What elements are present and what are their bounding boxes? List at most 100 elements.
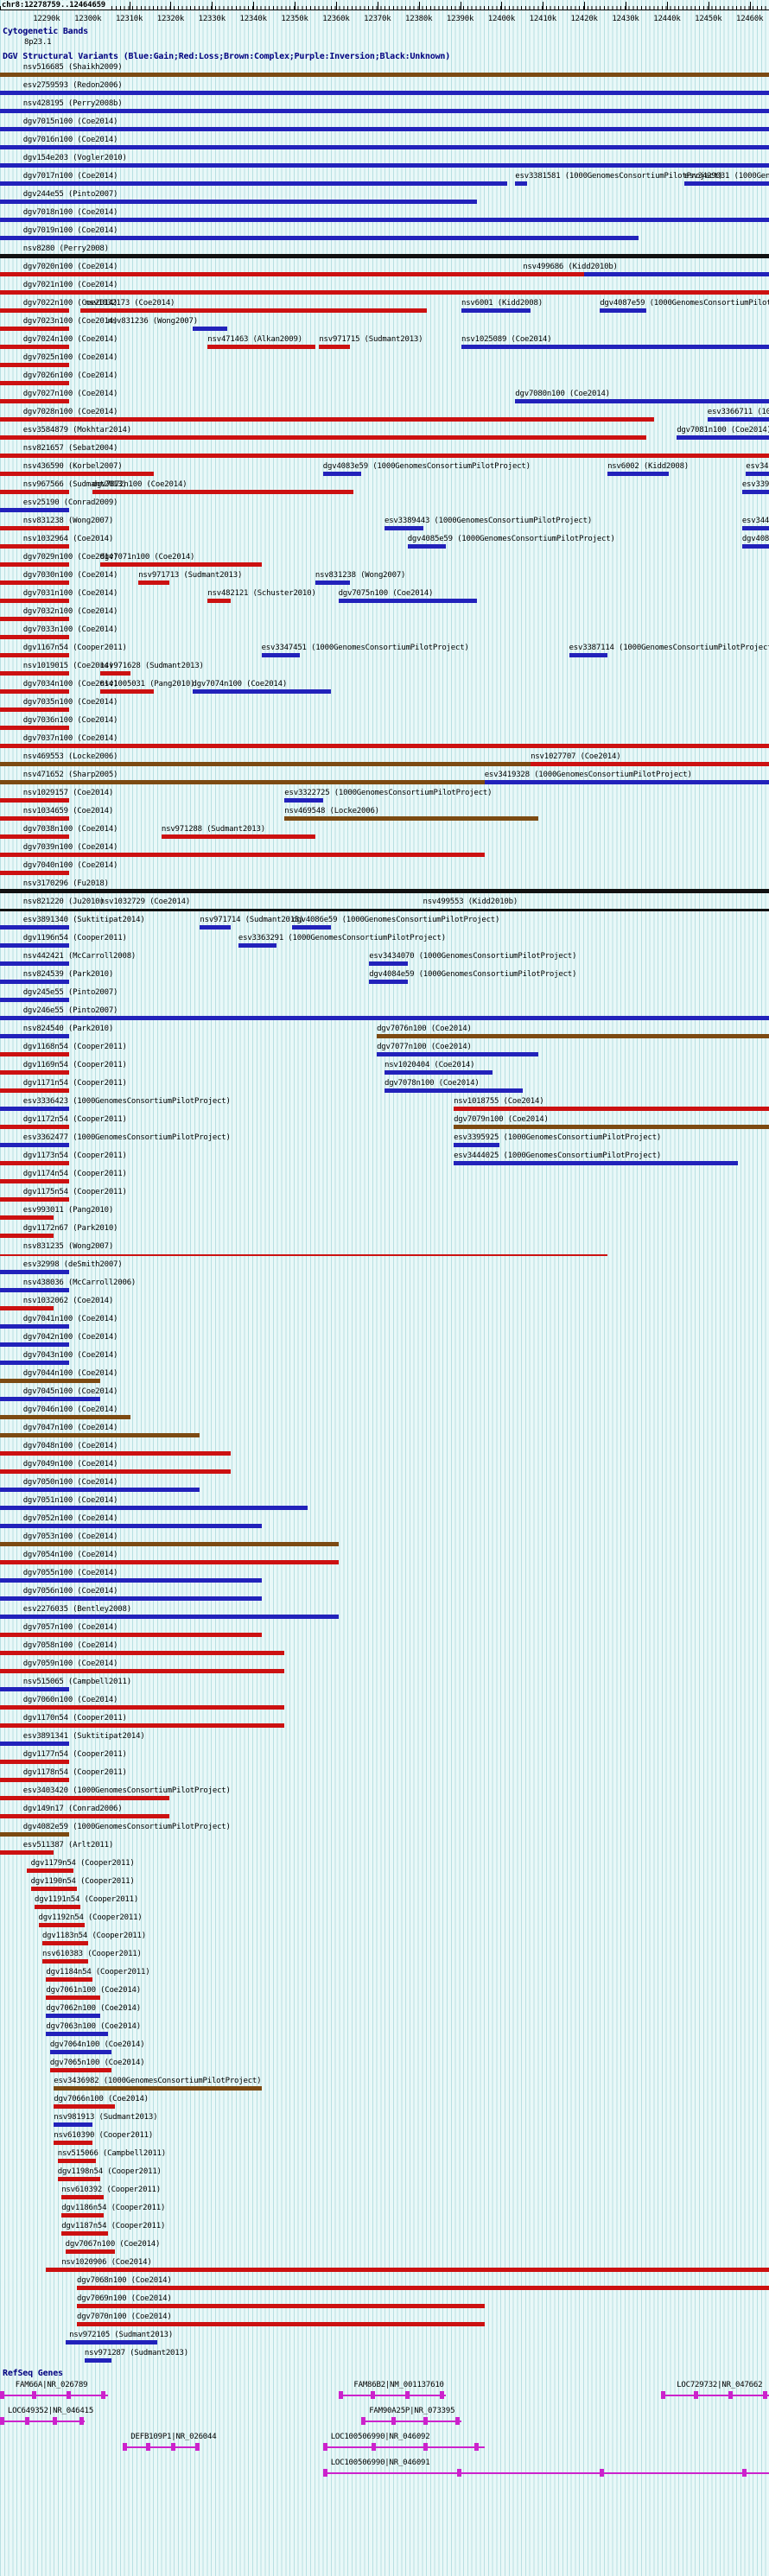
variant-bar-complex[interactable] xyxy=(284,816,538,821)
variant-bar-loss[interactable] xyxy=(0,1451,231,1456)
variant-bar-loss[interactable] xyxy=(0,1070,70,1075)
variant-bar-complex[interactable] xyxy=(0,1433,200,1437)
variant-bar-loss[interactable] xyxy=(0,1179,70,1183)
variant-bar-complex[interactable] xyxy=(377,1034,769,1038)
variant-bar-loss[interactable] xyxy=(92,490,354,494)
variant-bar-gain[interactable] xyxy=(384,1070,493,1075)
variant-bar-gain[interactable] xyxy=(292,925,331,930)
variant-bar-gain[interactable] xyxy=(0,1524,262,1528)
variant-bar-loss[interactable] xyxy=(65,2249,116,2254)
variant-bar-complex[interactable] xyxy=(0,762,531,766)
variant-bar-loss[interactable] xyxy=(0,1814,169,1818)
variant-bar-gain[interactable] xyxy=(192,689,331,694)
variant-bar-loss[interactable] xyxy=(41,1941,89,1945)
variant-bar-complex[interactable] xyxy=(454,1125,769,1129)
variant-bar-loss[interactable] xyxy=(0,417,654,422)
variant-bar-gain[interactable] xyxy=(369,961,408,966)
variant-bar-loss[interactable] xyxy=(57,2159,97,2163)
variant-bar-gain[interactable] xyxy=(0,109,769,113)
variant-bar-loss[interactable] xyxy=(0,1088,70,1093)
variant-bar-complex[interactable] xyxy=(0,1832,70,1837)
variant-bar-gain[interactable] xyxy=(0,1742,70,1746)
variant-bar-loss[interactable] xyxy=(138,581,169,585)
variant-bar-complex[interactable] xyxy=(0,73,769,77)
variant-bar-gain[interactable] xyxy=(0,236,639,240)
variant-bar-gain[interactable] xyxy=(0,925,70,930)
variant-bar-loss[interactable] xyxy=(0,327,70,331)
variant-bar-gain[interactable] xyxy=(0,163,769,168)
variant-bar-loss[interactable] xyxy=(0,635,70,639)
variant-bar-gain[interactable] xyxy=(0,1288,70,1292)
variant-bar-gain[interactable] xyxy=(46,2032,108,2036)
variant-bar-gain[interactable] xyxy=(684,181,769,186)
variant-bar-gain[interactable] xyxy=(0,1615,339,1619)
variant-bar-gain[interactable] xyxy=(84,2358,112,2363)
variant-bar-gain[interactable] xyxy=(322,472,362,476)
variant-bar-gain[interactable] xyxy=(338,599,477,603)
variant-bar-loss[interactable] xyxy=(0,1723,285,1728)
variant-bar-loss[interactable] xyxy=(0,1796,169,1800)
variant-bar-loss[interactable] xyxy=(99,562,262,567)
variant-bar-gain[interactable] xyxy=(461,345,769,349)
variant-bar-gain[interactable] xyxy=(0,218,769,222)
variant-bar-loss[interactable] xyxy=(77,2304,485,2308)
variant-bar-loss[interactable] xyxy=(0,544,70,549)
variant-bar-loss[interactable] xyxy=(0,581,70,585)
variant-bar-loss[interactable] xyxy=(0,1778,70,1782)
variant-bar-gain[interactable] xyxy=(746,472,769,476)
variant-bar-gain[interactable] xyxy=(0,1270,70,1274)
variant-bar-loss[interactable] xyxy=(0,363,70,367)
variant-bar-gain[interactable] xyxy=(454,1161,739,1165)
gene-glyph[interactable] xyxy=(123,2443,200,2451)
variant-bar-gain[interactable] xyxy=(284,798,323,803)
variant-bar-gain[interactable] xyxy=(0,1578,262,1583)
variant-bar-loss[interactable] xyxy=(0,1197,70,1202)
gene-glyph[interactable] xyxy=(661,2391,769,2399)
variant-bar-loss[interactable] xyxy=(0,381,70,385)
variant-bar-loss[interactable] xyxy=(30,1887,77,1891)
variant-bar-gain[interactable] xyxy=(461,308,531,313)
variant-bar-loss[interactable] xyxy=(38,1923,85,1927)
variant-bar-loss[interactable] xyxy=(99,689,154,694)
variant-bar-gain[interactable] xyxy=(584,272,769,276)
variant-bar-loss[interactable] xyxy=(27,1869,73,1873)
variant-bar-gain[interactable] xyxy=(0,1488,200,1492)
variant-bar-gain[interactable] xyxy=(49,2050,112,2054)
variant-bar-gain[interactable] xyxy=(0,1034,70,1038)
variant-bar-loss[interactable] xyxy=(319,345,350,349)
variant-bar-gain[interactable] xyxy=(0,91,769,95)
variant-bar-unknown[interactable] xyxy=(0,889,769,893)
variant-bar-gain[interactable] xyxy=(0,943,70,948)
variant-bar-loss[interactable] xyxy=(0,1651,285,1655)
variant-bar-gain[interactable] xyxy=(0,1143,70,1147)
variant-bar-loss[interactable] xyxy=(0,1306,54,1310)
gene-glyph[interactable] xyxy=(322,2443,485,2451)
variant-bar-loss[interactable] xyxy=(0,1215,54,1220)
variant-bar-loss[interactable] xyxy=(0,689,70,694)
variant-bar-loss[interactable] xyxy=(0,1125,70,1129)
variant-bar-gain[interactable] xyxy=(369,980,408,984)
variant-bar-loss[interactable] xyxy=(54,2104,116,2109)
variant-bar-gain[interactable] xyxy=(0,508,70,512)
variant-bar-complex[interactable] xyxy=(0,1415,131,1419)
variant-bar-loss[interactable] xyxy=(454,1107,769,1111)
variant-bar-gain[interactable] xyxy=(515,399,769,403)
variant-bar-loss[interactable] xyxy=(0,290,769,295)
variant-bar-gain[interactable] xyxy=(407,544,447,549)
variant-bar-gain[interactable] xyxy=(454,1143,500,1147)
variant-bar-gain[interactable] xyxy=(484,780,769,784)
variant-bar-gain[interactable] xyxy=(741,544,769,549)
variant-bar-loss[interactable] xyxy=(35,1905,81,1909)
gene-glyph[interactable] xyxy=(0,2417,85,2425)
variant-bar-loss[interactable] xyxy=(61,2231,108,2236)
variant-bar-loss[interactable] xyxy=(0,435,646,440)
variant-bar-loss[interactable] xyxy=(0,726,70,730)
variant-bar-gain[interactable] xyxy=(0,980,70,984)
variant-bar-gain[interactable] xyxy=(707,417,769,422)
variant-bar-gain[interactable] xyxy=(384,1088,524,1093)
variant-bar-gain[interactable] xyxy=(0,1687,70,1691)
variant-bar-gain[interactable] xyxy=(0,1016,769,1020)
variant-bar-gain[interactable] xyxy=(200,925,231,930)
variant-bar-loss[interactable] xyxy=(61,2213,105,2218)
variant-bar-complex[interactable] xyxy=(0,1379,100,1383)
